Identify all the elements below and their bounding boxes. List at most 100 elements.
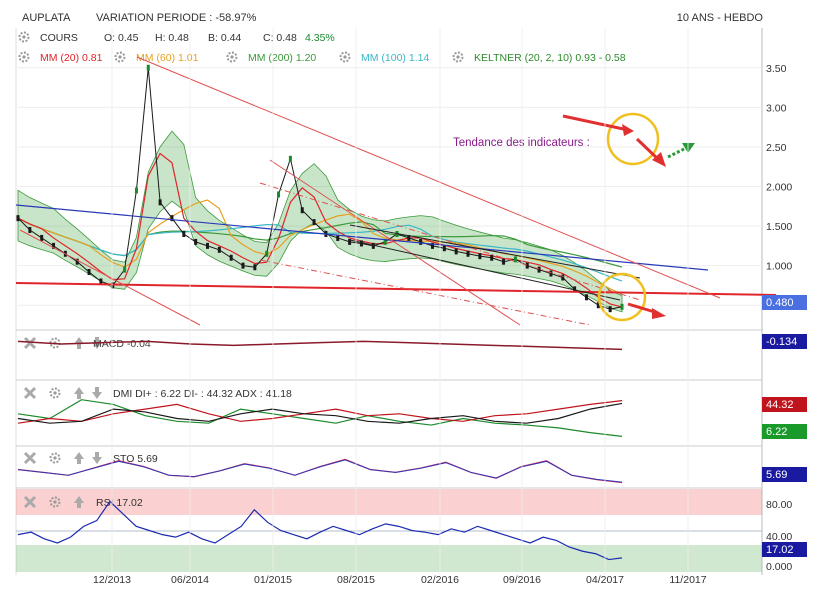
gear-icon[interactable] (49, 452, 61, 464)
price-candle (40, 234, 44, 241)
down-arrow-icon[interactable] (92, 452, 102, 464)
up-arrow-icon[interactable] (74, 496, 84, 508)
close-stroke (23, 495, 37, 509)
highlight-circle-2 (597, 272, 647, 322)
price-candle (300, 207, 304, 214)
gear-ring (49, 337, 61, 349)
gear-hub (118, 55, 122, 59)
price-candle (407, 234, 411, 241)
overlay-legend-item: MM (60) 1.01 (136, 52, 199, 64)
trend-line (349, 224, 641, 279)
y-tick-label: 1.500 (766, 221, 792, 233)
down-trend-arrow (562, 114, 629, 132)
gear-icon[interactable] (452, 51, 464, 63)
sto-badge-text: 5.69 (766, 469, 787, 481)
regression-line (15, 204, 709, 271)
rsi-badge-text: 17.02 (766, 544, 794, 556)
price-candle (288, 155, 292, 162)
indicator-panels: MACD -0.04 -0.134 DMI DI+ : 6.22 DI- : 44.… (16, 329, 807, 573)
gear-icon[interactable] (226, 51, 238, 63)
resistance-line (136, 56, 721, 299)
price-candle (442, 245, 446, 252)
gear-ring (114, 51, 126, 63)
price-candle (348, 238, 352, 245)
up-arrow-icon[interactable] (74, 387, 84, 399)
gear-hub (53, 456, 57, 460)
gear-icon[interactable] (18, 31, 30, 43)
x-tick-label: 01/2015 (254, 574, 292, 586)
dmi-label: DMI DI+ : 6.22 DI- : 44.32 ADX : 41.18 (113, 388, 292, 400)
close-stroke (23, 336, 37, 350)
price-candle (596, 302, 600, 309)
close-icon[interactable] (23, 386, 37, 400)
price-candle (466, 250, 470, 257)
down-arrow-icon[interactable] (92, 387, 102, 399)
price-candle (573, 286, 577, 293)
channel-line (259, 259, 591, 326)
gear-icon[interactable] (18, 51, 30, 63)
gear-icon[interactable] (339, 51, 351, 63)
price-candle (75, 258, 79, 265)
dmi-badge-bottom (762, 424, 807, 439)
price-candle (253, 264, 257, 271)
macd-line (17, 340, 623, 351)
gear-hub (456, 55, 460, 59)
gear-ring (226, 51, 238, 63)
gear-hub (53, 500, 57, 504)
gear-ring (49, 452, 61, 464)
mm20-line (17, 152, 623, 308)
price-line (17, 67, 623, 310)
x-tick-label: 04/2017 (586, 574, 624, 586)
dmi-badge-top-text: 44.32 (766, 399, 794, 411)
highlight-circle (606, 112, 660, 166)
price-candle (549, 270, 553, 277)
arrow-head-3 (682, 143, 695, 153)
adx-line (17, 402, 623, 424)
x-axis: 12/2013 06/2014 01/2015 08/2015 02/2016 09/20… (93, 28, 707, 586)
symbol-label: AUPLATA (22, 12, 71, 24)
price-candle (620, 303, 624, 310)
price-candle (134, 187, 138, 194)
rsi-line (17, 500, 623, 561)
macd-badge-text: -0.134 (766, 336, 797, 348)
gear-ring (49, 496, 61, 508)
price-candle (419, 238, 423, 245)
gear-hub (343, 55, 347, 59)
price-candle (182, 230, 186, 237)
close-icon[interactable] (23, 336, 37, 350)
gear-icon[interactable] (49, 496, 61, 508)
price-candle (241, 262, 245, 269)
gear-icon[interactable] (114, 51, 126, 63)
quote-low: B: 0.44 (208, 32, 241, 44)
close-icon[interactable] (23, 451, 37, 465)
price-candle (146, 64, 150, 71)
price-candle (383, 238, 387, 245)
up-trend-arrow (667, 145, 689, 159)
sto-k-line (17, 459, 623, 483)
variation-label: VARIATION PERIODE : -58.97% (96, 12, 257, 24)
dmi-badge-bottom-text: 6.22 (766, 426, 787, 438)
gear-icon[interactable] (49, 387, 61, 399)
sto-label: STO 5.69 (113, 453, 158, 465)
trend-indicator-graphic (562, 112, 695, 322)
price-candle (52, 242, 56, 249)
price-candle (170, 215, 174, 222)
rsi-oversold-zone (16, 545, 762, 572)
y-tick-label: 2.50 (766, 142, 787, 154)
close-icon[interactable] (23, 495, 37, 509)
arrow-head (622, 124, 634, 136)
price-candle (513, 256, 517, 263)
x-tick-label: 06/2014 (171, 574, 209, 586)
y-tick-label: 3.00 (766, 102, 787, 114)
x-tick-label: 02/2016 (421, 574, 459, 586)
price-badge (762, 295, 807, 310)
price-candle (16, 215, 20, 222)
macd-label: MACD -0.04 (93, 338, 151, 350)
price-candle (454, 248, 458, 255)
up-arrow-icon[interactable] (74, 452, 84, 464)
price-candle (312, 219, 316, 226)
trend-line (349, 239, 621, 301)
price-candle (584, 294, 588, 301)
price-candle (502, 258, 506, 265)
